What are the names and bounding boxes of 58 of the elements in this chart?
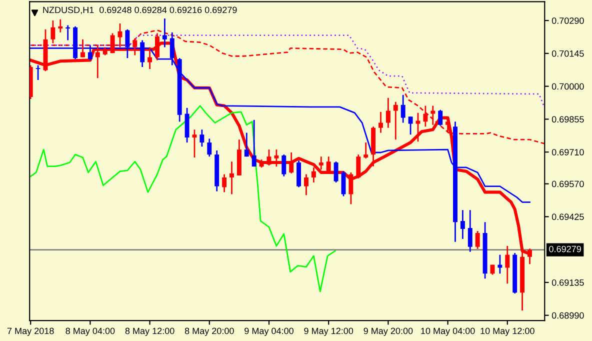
candlestick xyxy=(36,64,40,81)
candlestick xyxy=(304,174,308,196)
candlestick xyxy=(334,160,338,184)
candlestick xyxy=(393,101,398,140)
x-tick-label: 9 May 12:00 xyxy=(304,328,354,336)
y-tick-label: 0.70145 xyxy=(552,50,584,57)
x-tick-label: 7 May 2018 xyxy=(7,328,54,336)
x-tick-label: 10 May 04:00 xyxy=(421,328,475,336)
candlestick xyxy=(282,154,286,178)
candlestick xyxy=(400,94,406,124)
y-tick-label: 0.69710 xyxy=(552,149,584,156)
candlestick xyxy=(423,105,428,128)
candlestick xyxy=(230,160,234,195)
x-tick-label: 8 May 04:00 xyxy=(66,328,115,336)
candlestick xyxy=(289,152,294,174)
y-tick-label: 0.69855 xyxy=(552,116,584,123)
candlestick xyxy=(244,132,249,158)
candlestick xyxy=(184,107,190,144)
line-series xyxy=(30,105,336,292)
candlestick xyxy=(266,148,272,166)
candlestick xyxy=(296,160,302,188)
candlestick xyxy=(356,154,361,180)
candlestick xyxy=(207,138,212,158)
chart-title: NZDUSD,H1 0.69248 0.69284 0.69216 0.69279 xyxy=(43,6,237,14)
candlestick xyxy=(408,116,413,136)
candlestick xyxy=(364,142,368,160)
candlestick xyxy=(378,111,383,134)
candlestick xyxy=(475,230,480,250)
y-tick-label: 0.69570 xyxy=(552,180,584,188)
candlestick xyxy=(58,18,63,34)
x-tick-label: 9 May 04:00 xyxy=(244,328,294,336)
ref-line-label: 0.69279 xyxy=(549,246,581,252)
x-tick-label: 9 May 20:00 xyxy=(364,328,413,336)
candlestick xyxy=(200,128,204,148)
candlestick xyxy=(505,245,510,284)
candlestick xyxy=(252,119,256,168)
candlestick xyxy=(95,44,100,79)
y-tick-label: 0.70290 xyxy=(552,17,584,24)
y-tick-label: 0.70000 xyxy=(552,83,584,90)
candlestick xyxy=(148,46,152,70)
candlestick xyxy=(222,174,227,193)
y-tick-label: 0.69425 xyxy=(552,214,584,220)
candlestick xyxy=(192,128,197,158)
x-tick-label: 10 May 12:00 xyxy=(480,328,534,336)
candlestick xyxy=(348,172,354,205)
candlestick xyxy=(311,166,316,184)
candlestick xyxy=(274,148,279,168)
candlestick xyxy=(386,97,390,128)
candlestick xyxy=(460,209,465,240)
candlestick xyxy=(66,24,70,41)
y-tick-label: 0.69135 xyxy=(552,279,584,286)
x-tick-label: 8 May 20:00 xyxy=(184,328,234,336)
candlestick xyxy=(318,156,324,170)
candlestick xyxy=(162,18,167,48)
candlestick xyxy=(438,109,443,126)
candlestick xyxy=(468,209,472,253)
y-tick-label: 0.68990 xyxy=(552,312,584,319)
x-tick-label: 8 May 12:00 xyxy=(125,328,174,336)
